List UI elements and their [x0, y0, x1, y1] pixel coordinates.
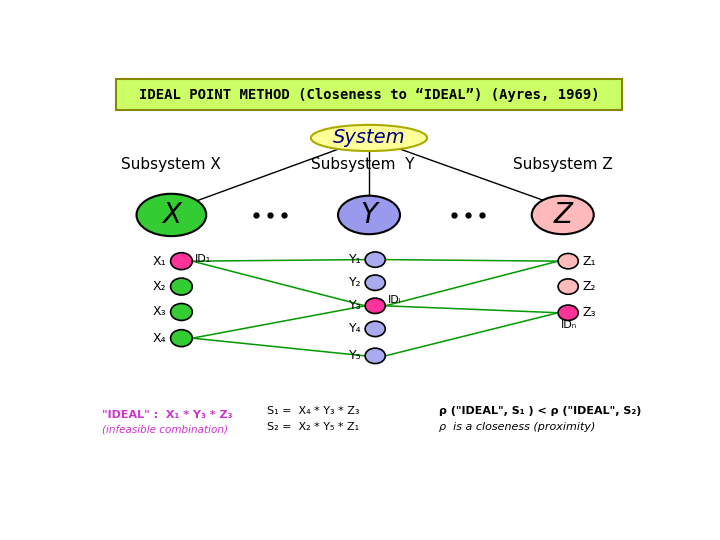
- Text: "IDEAL" :  X₁ * Y₃ * Z₃: "IDEAL" : X₁ * Y₃ * Z₃: [102, 410, 232, 420]
- Text: Y₁: Y₁: [348, 253, 361, 266]
- Ellipse shape: [171, 253, 192, 269]
- FancyBboxPatch shape: [117, 79, 621, 110]
- Ellipse shape: [558, 279, 578, 294]
- Text: Z: Z: [553, 201, 572, 229]
- Text: Subsystem Z: Subsystem Z: [513, 157, 613, 172]
- Text: Subsystem  Y: Subsystem Y: [311, 157, 415, 172]
- Text: X₄: X₄: [153, 332, 166, 345]
- Ellipse shape: [311, 125, 427, 151]
- Text: Subsystem X: Subsystem X: [122, 157, 221, 172]
- Ellipse shape: [365, 348, 385, 363]
- Text: S₁ =  X₄ * Y₃ * Z₃: S₁ = X₄ * Y₃ * Z₃: [266, 406, 359, 416]
- Text: Y₂: Y₂: [348, 276, 361, 289]
- Text: Z₃: Z₃: [582, 306, 595, 319]
- Ellipse shape: [365, 275, 385, 291]
- Text: Y₄: Y₄: [348, 322, 361, 335]
- Text: ρ  is a closeness (proximity): ρ is a closeness (proximity): [438, 422, 595, 431]
- Ellipse shape: [171, 303, 192, 320]
- Text: X₁: X₁: [153, 255, 166, 268]
- Text: S₂ =  X₂ * Y₅ * Z₁: S₂ = X₂ * Y₅ * Z₁: [266, 422, 359, 431]
- Ellipse shape: [558, 253, 578, 269]
- Text: Y₅: Y₅: [348, 349, 361, 362]
- Ellipse shape: [338, 195, 400, 234]
- Text: ID₁: ID₁: [194, 254, 211, 264]
- Text: System: System: [333, 129, 405, 147]
- Text: Y: Y: [361, 201, 377, 229]
- Text: Z₁: Z₁: [582, 255, 595, 268]
- Text: IDᵢ: IDᵢ: [387, 295, 401, 305]
- Ellipse shape: [365, 321, 385, 336]
- Ellipse shape: [171, 278, 192, 295]
- Ellipse shape: [365, 252, 385, 267]
- Text: IDEAL POINT METHOD (Closeness to “IDEAL”) (Ayres, 1969): IDEAL POINT METHOD (Closeness to “IDEAL”…: [139, 88, 599, 102]
- Ellipse shape: [137, 194, 206, 236]
- Text: (infeasible combination): (infeasible combination): [102, 424, 228, 434]
- Text: X: X: [162, 201, 181, 229]
- Text: IDₙ: IDₙ: [560, 320, 577, 330]
- Text: Y₃: Y₃: [348, 299, 361, 312]
- Ellipse shape: [171, 330, 192, 347]
- Text: ρ ("IDEAL", S₁ ) < ρ ("IDEAL", S₂): ρ ("IDEAL", S₁ ) < ρ ("IDEAL", S₂): [438, 406, 641, 416]
- Ellipse shape: [532, 195, 594, 234]
- Ellipse shape: [365, 298, 385, 314]
- Ellipse shape: [558, 305, 578, 320]
- Text: Z₂: Z₂: [582, 280, 595, 293]
- Text: X₂: X₂: [153, 280, 166, 293]
- Text: X₃: X₃: [153, 306, 166, 319]
